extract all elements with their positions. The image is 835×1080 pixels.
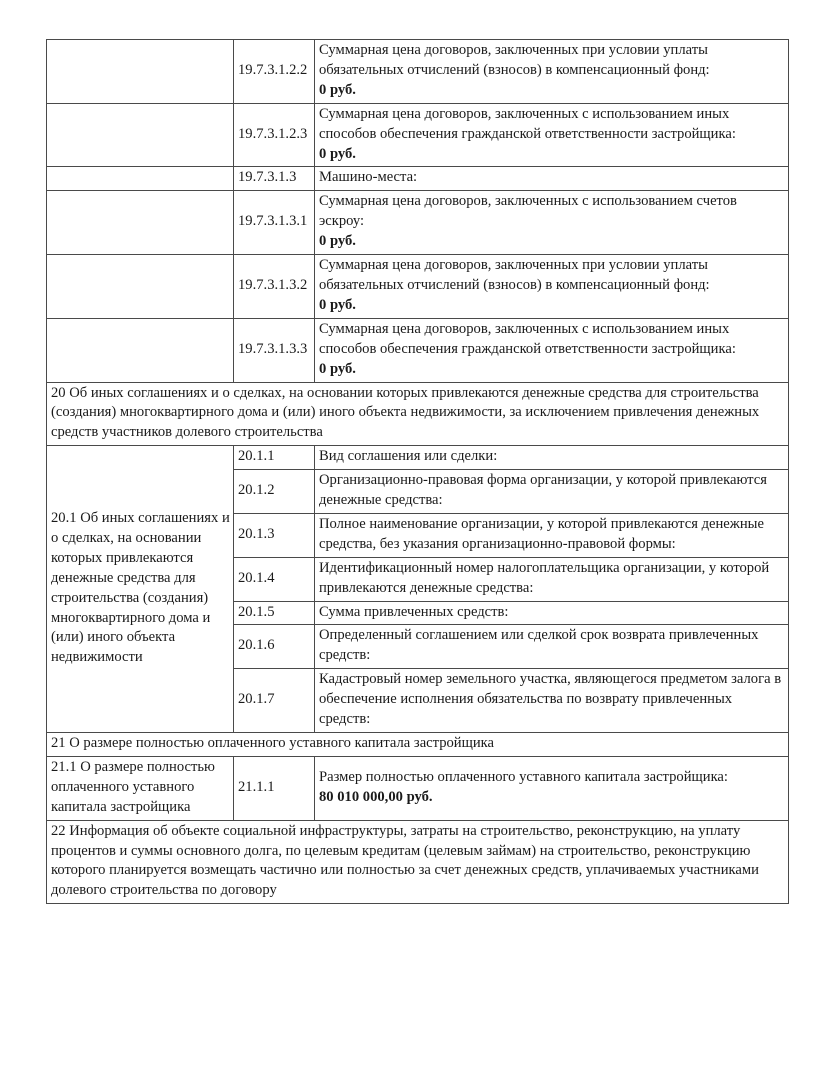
row-content-cell: Определенный соглашением или сделкой сро… xyxy=(314,624,789,670)
section-20-group-description: 20.1 Об иных соглашениях и о сделках, на… xyxy=(46,445,234,733)
table-row: 19.7.3.1.3.1 Суммарная цена договоров, з… xyxy=(46,190,789,256)
table-row: 20.1.2 Организационно-правовая форма орг… xyxy=(47,469,789,514)
row-description-cell xyxy=(46,317,234,383)
row-content-text: Суммарная цена договоров, заключенных с … xyxy=(319,320,736,357)
section-22-heading: 22 Информация об объекте социальной инфр… xyxy=(46,819,789,905)
table-row: 19.7.3.1.3.3 Суммарная цена договоров, з… xyxy=(46,317,789,383)
row-content-cell: Размер полностью оплаченного уставного к… xyxy=(314,755,789,821)
row-code-cell: 19.7.3.1.2.3 xyxy=(233,102,315,168)
row-code-cell: 20.1.4 xyxy=(233,556,315,602)
section-21-heading: 21 О размере полностью оплаченного устав… xyxy=(46,732,789,757)
row-code-cell: 21.1.1 xyxy=(233,755,315,821)
table-body: 19.7.3.1.2.2 Суммарная цена договоров, з… xyxy=(46,39,789,905)
row-code-cell: 20.1.7 xyxy=(233,668,315,733)
disclosure-table: 19.7.3.1.2.2 Суммарная цена договоров, з… xyxy=(46,39,789,905)
row-content-text: Размер полностью оплаченного уставного к… xyxy=(319,768,728,785)
table-row: 20.1 Об иных соглашениях и о сделках, на… xyxy=(46,445,789,733)
row-content-cell: Суммарная цена договоров, заключенных пр… xyxy=(314,39,789,104)
row-content-text: Суммарная цена договоров, заключенных с … xyxy=(319,105,736,142)
row-description-cell xyxy=(46,166,234,192)
row-content-cell: Полное наименование организации, у котор… xyxy=(314,512,789,558)
row-code-cell: 19.7.3.1.3.1 xyxy=(233,190,315,256)
row-description-cell xyxy=(46,190,234,256)
row-content-value: 0 руб. xyxy=(319,233,356,250)
row-content-cell: Идентификационный номер налогоплательщик… xyxy=(314,556,789,602)
row-content-text: Суммарная цена договоров, заключенных пр… xyxy=(319,42,710,78)
row-content-cell: Суммарная цена договоров, заключенных с … xyxy=(314,317,789,383)
table-row: 19.7.3.1.2.3 Суммарная цена договоров, з… xyxy=(46,102,789,168)
row-code-cell: 20.1.5 xyxy=(233,600,315,626)
row-code-cell: 20.1.1 xyxy=(233,445,315,471)
row-content-cell: Суммарная цена договоров, заключенных с … xyxy=(314,190,789,256)
row-code-cell: 19.7.3.1.3.3 xyxy=(233,317,315,383)
table-row: 20.1.3 Полное наименование организации, … xyxy=(47,512,789,558)
row-content-value: 80 010 000,00 руб. xyxy=(319,788,433,805)
row-content-text: Суммарная цена договоров, заключенных пр… xyxy=(319,257,710,293)
row-content-cell: Организационно-правовая форма организаци… xyxy=(314,469,789,514)
row-code-cell: 20.1.2 xyxy=(233,469,315,514)
row-content-value: 0 руб. xyxy=(319,145,356,162)
row-content-cell: Суммарная цена договоров, заключенных пр… xyxy=(314,254,789,319)
row-content-value: 0 руб. xyxy=(319,81,356,98)
row-code-cell: 20.1.3 xyxy=(233,512,315,558)
section-20-heading: 20 Об иных соглашениях и о сделках, на о… xyxy=(46,381,789,447)
table-row: 19.7.3.1.3.2 Суммарная цена договоров, з… xyxy=(46,254,789,319)
row-description-cell xyxy=(46,39,234,104)
table-row: 19.7.3.1.2.2 Суммарная цена договоров, з… xyxy=(46,39,789,104)
table-row: 20.1.4 Идентификационный номер налогопла… xyxy=(47,556,789,602)
row-code-cell: 19.7.3.1.2.2 xyxy=(233,39,315,104)
row-content-cell: Кадастровый номер земельного участка, яв… xyxy=(314,668,789,733)
row-description-cell xyxy=(46,102,234,168)
row-content-text: Машино-места: xyxy=(319,169,418,186)
row-content-text: Суммарная цена договоров, заключенных с … xyxy=(319,193,737,230)
row-code-cell: 20.1.6 xyxy=(233,624,315,670)
row-content-value: 0 руб. xyxy=(319,360,356,377)
row-code-cell: 19.7.3.1.3.2 xyxy=(233,254,315,319)
row-description-cell xyxy=(46,254,234,319)
table-row: 20.1.6 Определенный соглашением или сдел… xyxy=(47,624,789,670)
section-heading-row: 21 О размере полностью оплаченного устав… xyxy=(46,732,789,757)
row-content-cell: Машино-места: xyxy=(314,166,789,192)
table-row: 20.1.5 Сумма привлеченных средств: xyxy=(47,600,789,626)
row-content-cell: Суммарная цена договоров, заключенных с … xyxy=(314,102,789,168)
row-code-cell: 19.7.3.1.3 xyxy=(233,166,315,192)
table-row: 21.1 О размере полностью оплаченного уст… xyxy=(46,755,789,821)
table-row: 19.7.3.1.3 Машино-места: xyxy=(46,166,789,192)
row-content-cell: Сумма привлеченных средств: xyxy=(314,600,789,626)
table-row: 20.1.7 Кадастровый номер земельного учас… xyxy=(47,668,789,733)
row-content-value: 0 руб. xyxy=(319,296,356,313)
section-21-group-description: 21.1 О размере полностью оплаченного уст… xyxy=(46,755,234,821)
section-heading-row: 22 Информация об объекте социальной инфр… xyxy=(46,819,789,905)
section-heading-row: 20 Об иных соглашениях и о сделках, на о… xyxy=(46,381,789,447)
row-content-cell: Вид соглашения или сделки: xyxy=(314,445,789,471)
